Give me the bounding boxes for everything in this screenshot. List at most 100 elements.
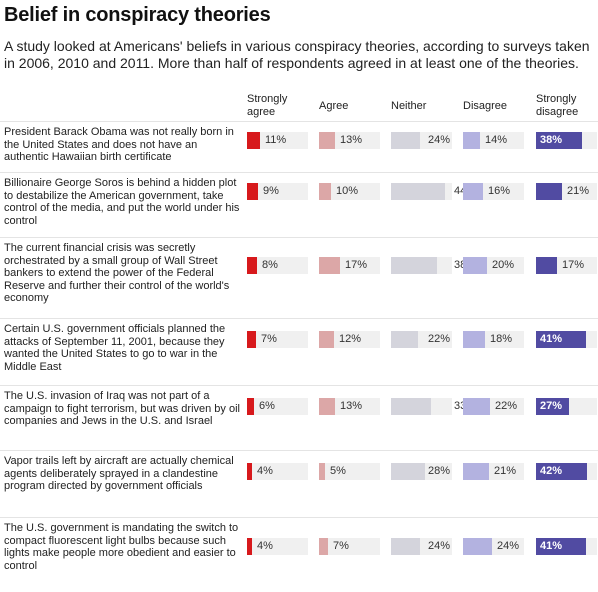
value-label: 12%	[339, 333, 362, 345]
value-label: 22%	[495, 400, 518, 412]
value-label: 6%	[259, 400, 275, 412]
column-header-neither: Neither	[391, 100, 426, 113]
cell-disagree: 14%	[463, 132, 524, 149]
chart-subtitle: A study looked at Americans' beliefs in …	[4, 38, 590, 71]
bar	[463, 132, 480, 149]
cell-agree: 12%	[319, 331, 380, 348]
column-header-disagree: Disagree	[463, 100, 507, 113]
cell-neither: 22%	[391, 331, 452, 348]
cell-strongly-agree: 4%	[247, 463, 308, 480]
bar	[319, 183, 331, 200]
cell-neither: 33%	[391, 398, 476, 415]
table-row: The U.S. invasion of Iraq was not part o…	[0, 390, 598, 452]
cell-strongly-disagree: 41%	[536, 331, 597, 348]
value-label: 16%	[488, 185, 511, 197]
cell-strongly-agree: 4%	[247, 538, 308, 555]
column-header-line: Disagree	[463, 100, 508, 112]
value-label: 21%	[567, 185, 590, 197]
value-label: 41%	[540, 540, 563, 552]
bar	[319, 331, 334, 348]
bar	[391, 257, 437, 274]
bar	[536, 398, 569, 415]
cell-agree: 13%	[319, 398, 380, 415]
cell-agree: 17%	[319, 257, 380, 274]
chart-title: Belief in conspiracy theories	[4, 4, 271, 26]
bar	[536, 257, 557, 274]
bar	[247, 132, 260, 149]
cell-strongly-agree: 9%	[247, 183, 308, 200]
bar	[319, 132, 335, 149]
column-header-line: Agree	[319, 100, 349, 112]
bar	[391, 538, 420, 555]
value-label: 24%	[497, 540, 520, 552]
cell-agree: 13%	[319, 132, 380, 149]
bar	[247, 331, 256, 348]
bar	[247, 463, 252, 480]
bar	[463, 463, 489, 480]
cell-strongly-agree: 8%	[247, 257, 308, 274]
value-label: 5%	[330, 465, 346, 477]
value-label: 41%	[540, 333, 563, 345]
value-label: 28%	[427, 465, 450, 477]
column-header-strongly-disagree: Strongly disagree	[536, 93, 578, 119]
bar	[391, 331, 418, 348]
cell-agree: 5%	[319, 463, 380, 480]
value-label: 22%	[427, 333, 450, 345]
value-label: 27%	[540, 400, 563, 412]
bar	[463, 183, 483, 200]
value-label: 24%	[427, 540, 450, 552]
value-label: 17%	[345, 259, 368, 271]
value-label: 4%	[257, 465, 273, 477]
column-header-line: disagree	[536, 106, 579, 118]
bar	[391, 132, 420, 149]
row-separator	[0, 318, 598, 319]
bar	[391, 398, 431, 415]
value-label: 24%	[427, 134, 450, 146]
table-row: The U.S. government is mandating the swi…	[0, 522, 598, 586]
row-separator	[0, 237, 598, 238]
value-label: 8%	[262, 259, 278, 271]
bar	[536, 132, 582, 149]
table-row: Vapor trails left by aircraft are actual…	[0, 455, 598, 519]
row-label: President Barack Obama was not really bo…	[4, 126, 234, 163]
bar	[391, 463, 425, 480]
cell-neither: 28%	[391, 463, 452, 480]
value-label: 4%	[257, 540, 273, 552]
cell-strongly-disagree: 27%	[536, 398, 597, 415]
column-header-strongly-agree: Strongly agree	[247, 93, 287, 119]
value-label: 7%	[333, 540, 349, 552]
column-header-line: Strongly	[536, 93, 577, 105]
cell-strongly-disagree: 41%	[536, 538, 597, 555]
cell-neither: 24%	[391, 132, 452, 149]
value-label: 42%	[540, 465, 563, 477]
bar	[463, 257, 487, 274]
value-label: 10%	[336, 185, 359, 197]
cell-strongly-agree: 11%	[247, 132, 308, 149]
column-header-line: agree	[247, 106, 276, 118]
bar	[319, 538, 328, 555]
cell-disagree: 21%	[463, 463, 524, 480]
row-label: Certain U.S. government officials planne…	[4, 323, 226, 373]
cell-disagree: 16%	[463, 183, 524, 200]
value-label: 13%	[340, 134, 363, 146]
cell-strongly-disagree: 21%	[536, 183, 597, 200]
cell-strongly-disagree: 17%	[536, 257, 597, 274]
row-separator	[0, 385, 598, 386]
bar	[319, 257, 340, 274]
value-label: 20%	[492, 259, 515, 271]
column-header-line: Neither	[391, 100, 427, 112]
value-label: 17%	[562, 259, 585, 271]
value-label: 11%	[265, 134, 287, 146]
cell-disagree: 24%	[463, 538, 524, 555]
column-header-agree: Agree	[319, 100, 348, 113]
row-separator	[0, 450, 598, 451]
row-label: The U.S. government is mandating the swi…	[4, 522, 239, 572]
row-label: The current financial crisis was secretl…	[4, 242, 230, 304]
cell-agree: 10%	[319, 183, 380, 200]
cell-strongly-disagree: 38%	[536, 132, 597, 149]
value-label: 38%	[540, 134, 563, 146]
bar	[463, 331, 485, 348]
bar	[536, 331, 586, 348]
bar	[391, 183, 445, 200]
bar	[536, 183, 562, 200]
